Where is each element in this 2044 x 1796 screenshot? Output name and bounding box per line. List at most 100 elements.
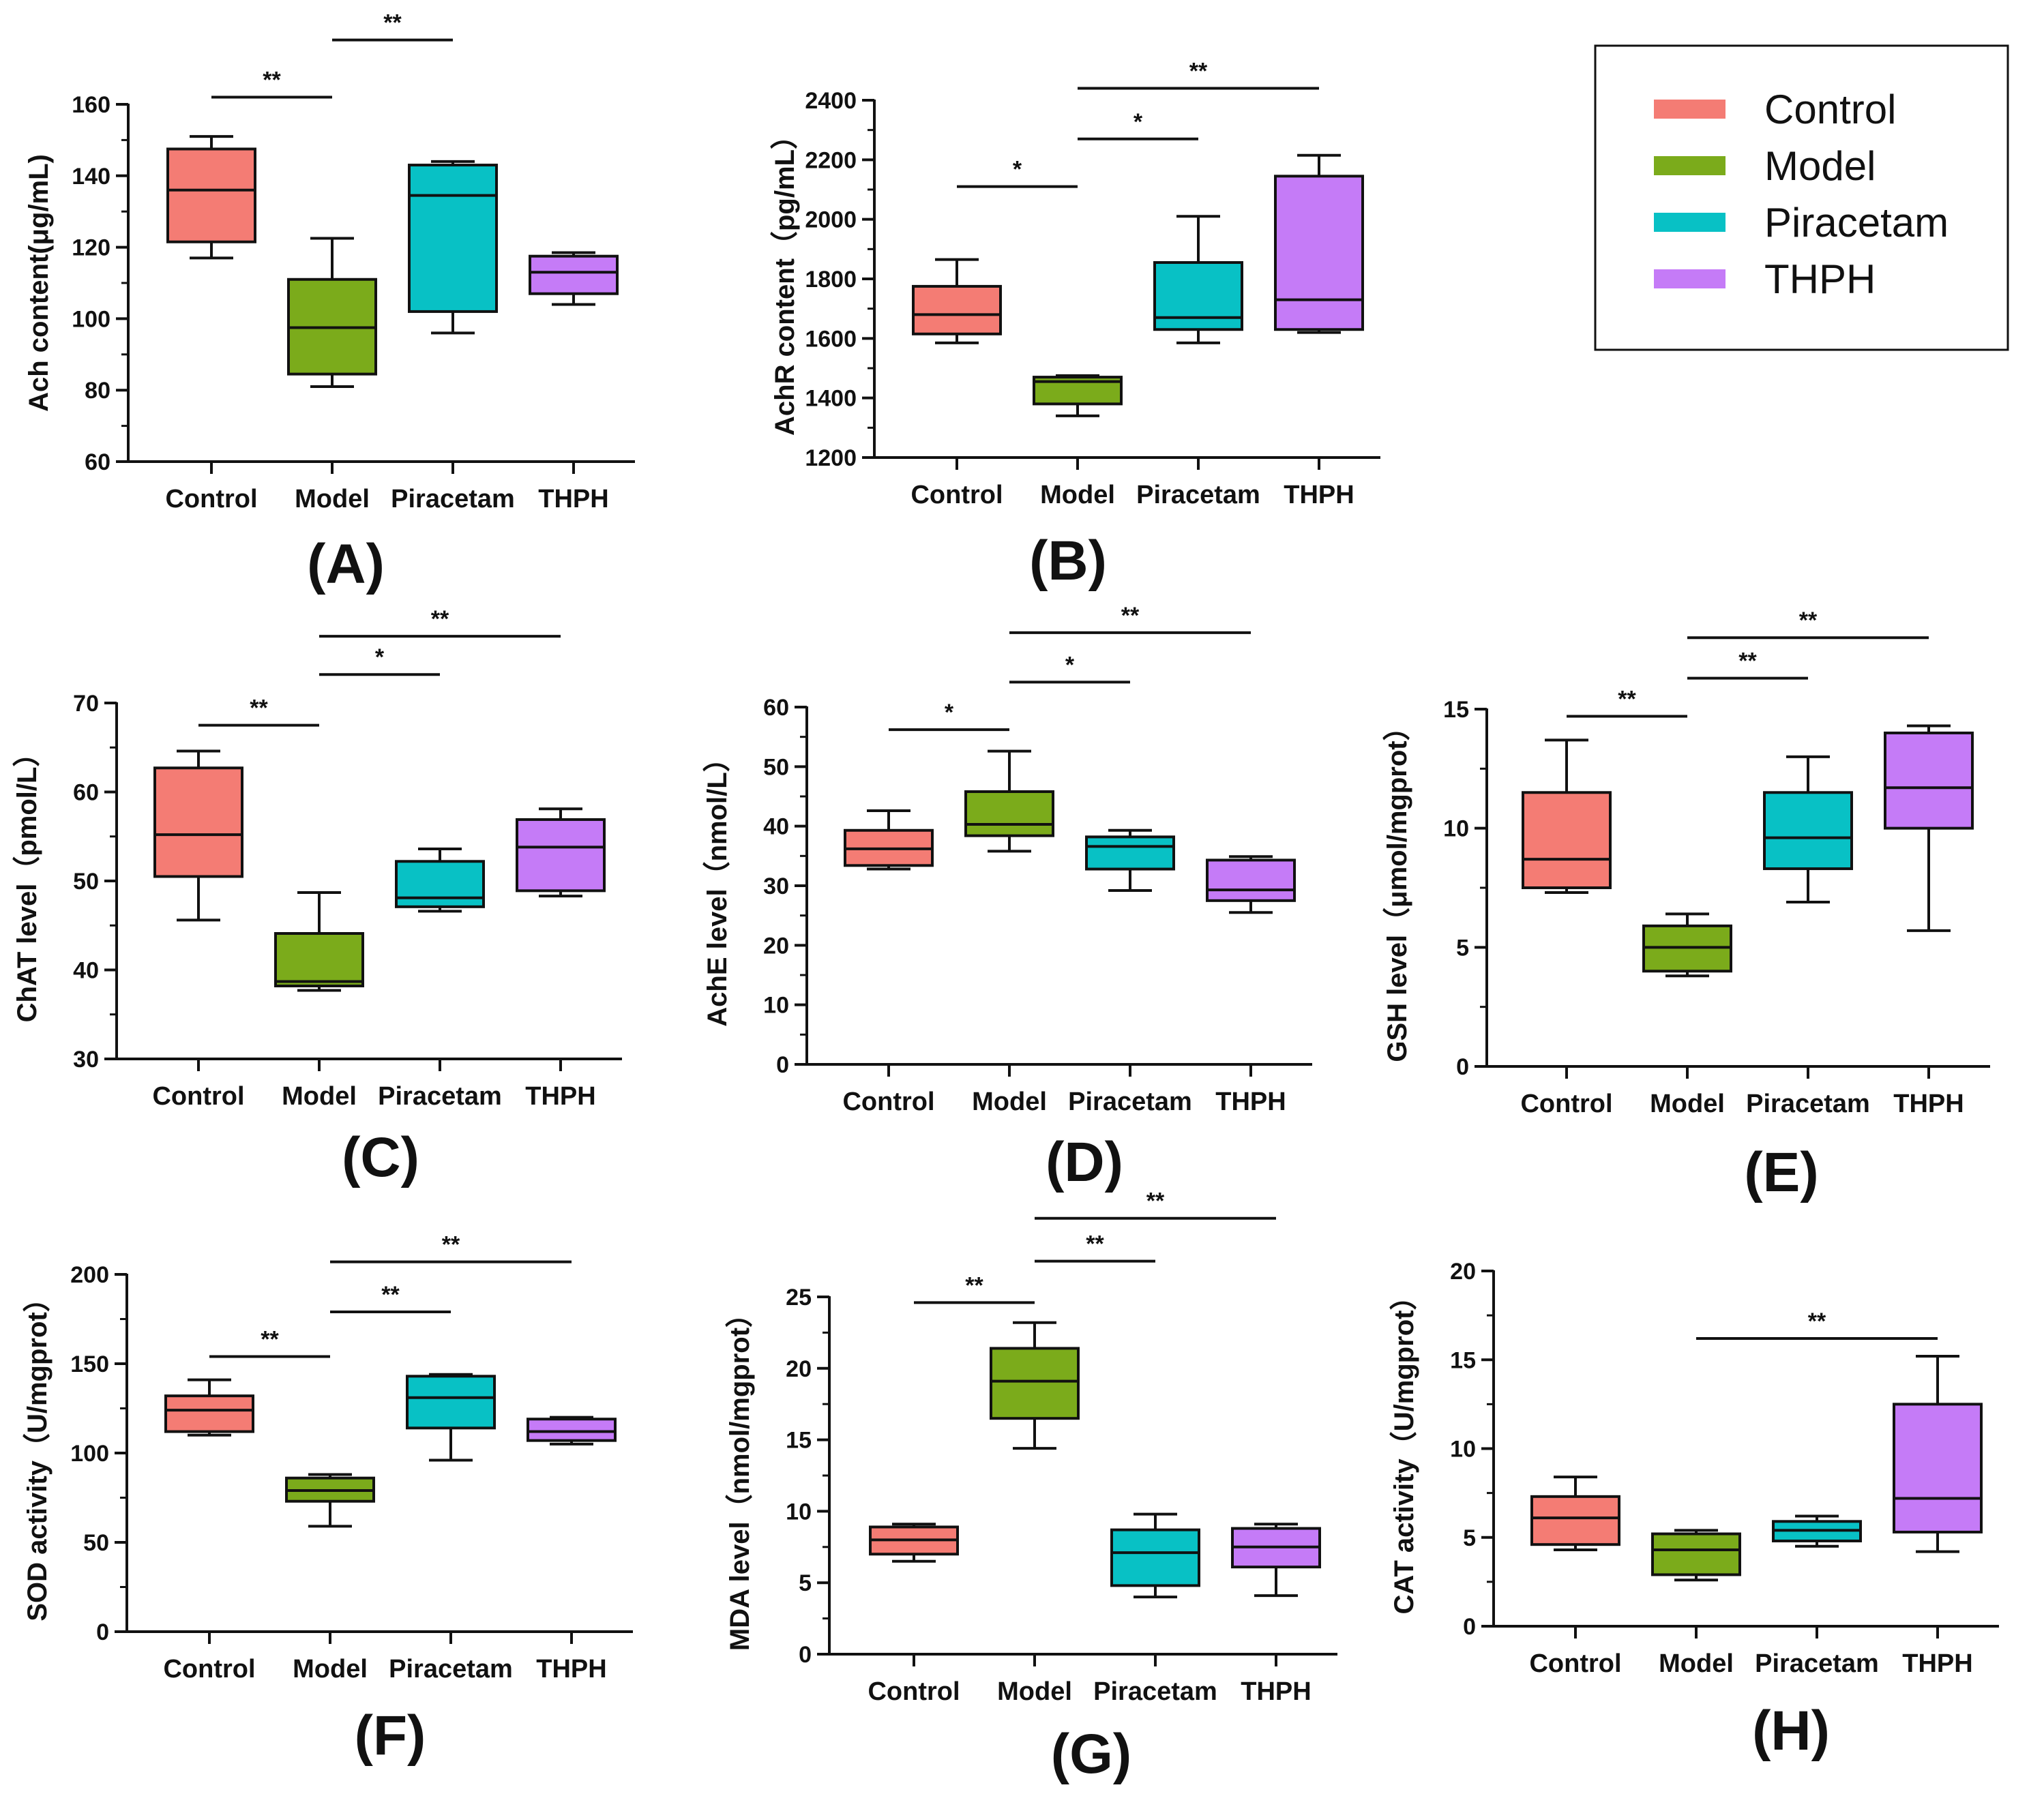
y-tick-label: 160: [72, 92, 110, 118]
y-tick-label: 1200: [805, 445, 857, 471]
panel-label: (E): [1744, 1141, 1818, 1203]
box-iqr: [406, 1375, 496, 1430]
box-control: [164, 1378, 254, 1437]
x-tick-label: Piracetam: [1746, 1090, 1870, 1118]
panel-e: 0 5 10 15 GSH level（μmol/mgprot） Control Model…: [1382, 608, 1990, 1203]
panel-c: 30 40 50 60 70 ChAT level（pmol/L） Control Model…: [12, 606, 622, 1188]
box-iqr: [166, 147, 256, 243]
y-tick-label: 10: [1443, 816, 1469, 842]
y-tick-label: 200: [70, 1262, 109, 1288]
y-tick-label: 20: [786, 1356, 812, 1382]
y-axis-label: AchE level（nmol/L）: [702, 745, 732, 1026]
x-tick-label: THPH: [1902, 1649, 1972, 1678]
x-tick-label: Model: [1650, 1090, 1725, 1118]
x-tick-label: Piracetam: [389, 1655, 513, 1683]
box-model: [1642, 912, 1732, 978]
y-axis-label: AchR content（pg/mL）: [770, 122, 800, 436]
box-iqr: [964, 790, 1054, 837]
panel-f: 0 50 100 150 200 SOD activity（U/mgprot） Contro…: [23, 1232, 633, 1767]
box-iqr: [153, 766, 243, 878]
y-tick-label: 2400: [805, 88, 857, 114]
legend: Control Model Piracetam THPH: [1594, 44, 2009, 351]
y-tick-label: 15: [1450, 1347, 1476, 1373]
x-tick-label: Piracetam: [378, 1082, 502, 1111]
y-tick-label: 140: [72, 164, 110, 190]
y-tick-label: 50: [83, 1530, 109, 1556]
y-axis-label: GSH level（μmol/mgprot）: [1382, 713, 1412, 1062]
significance-marker: *: [945, 700, 954, 725]
x-tick-label: THPH: [1215, 1088, 1286, 1116]
significance-marker: **: [1799, 608, 1818, 633]
significance-marker: *: [1013, 157, 1022, 183]
box-thph: [1884, 724, 1974, 932]
y-tick-label: 100: [70, 1441, 109, 1467]
x-tick-label: Model: [997, 1677, 1072, 1706]
box-thph: [516, 807, 606, 898]
box-iqr: [529, 254, 619, 295]
box-iqr: [1085, 835, 1175, 871]
x-tick-label: Model: [1040, 481, 1115, 509]
box-iqr: [408, 164, 498, 313]
significance-marker: **: [1121, 603, 1140, 629]
box-control: [153, 749, 243, 922]
box-piracetam: [395, 848, 485, 913]
panel-label: (B): [1029, 530, 1107, 592]
significance-marker: **: [1738, 648, 1757, 674]
y-tick-label: 5: [1463, 1525, 1476, 1551]
box-model: [964, 749, 1054, 853]
y-tick-label: 20: [763, 933, 789, 959]
x-tick-label: Piracetam: [1068, 1088, 1192, 1116]
box-control: [1522, 738, 1612, 894]
significance-marker: **: [261, 1327, 279, 1353]
x-tick-label: Control: [1529, 1649, 1621, 1678]
box-control: [1530, 1476, 1620, 1551]
x-tick-label: THPH: [538, 485, 608, 513]
box-model: [1033, 374, 1123, 417]
panel-h: 0 5 10 15 20 CAT activity（U/mgprot） Control Mod…: [1389, 1259, 1999, 1762]
box-piracetam: [408, 160, 498, 335]
x-tick-label: Model: [293, 1655, 368, 1683]
x-tick-label: Piracetam: [1755, 1649, 1879, 1678]
legend-swatch: [1654, 100, 1725, 119]
x-tick-label: Control: [165, 485, 257, 513]
box-model: [1651, 1529, 1741, 1582]
box-control: [869, 1523, 959, 1563]
legend-item-control: Control: [1654, 87, 1896, 132]
y-axis-label: Ach content(μg/mL): [24, 154, 54, 412]
y-tick-label: 150: [70, 1351, 109, 1377]
significance-marker: **: [1189, 59, 1208, 85]
significance-marker: **: [250, 695, 268, 721]
y-tick-label: 0: [1456, 1054, 1469, 1080]
legend-label: THPH: [1764, 256, 1876, 302]
box-piracetam: [1085, 828, 1175, 892]
legend-swatch: [1654, 269, 1725, 288]
box-iqr: [990, 1347, 1080, 1420]
box-iqr: [912, 284, 1002, 335]
y-axis-label: MDA level（nmol/mgprot）: [725, 1300, 755, 1651]
significance-marker: **: [1618, 686, 1636, 712]
box-iqr: [527, 1418, 617, 1442]
significance-marker: *: [1134, 109, 1143, 135]
x-tick-label: Control: [842, 1088, 934, 1116]
y-tick-label: 100: [72, 306, 110, 332]
box-iqr: [1522, 791, 1612, 890]
box-piracetam: [1763, 755, 1853, 903]
y-tick-label: 2000: [805, 207, 857, 233]
box-piracetam: [1772, 1514, 1862, 1548]
box-piracetam: [1110, 1512, 1200, 1599]
y-tick-label: 1800: [805, 267, 857, 293]
box-model: [990, 1321, 1080, 1450]
significance-marker: *: [375, 644, 385, 670]
box-thph: [527, 1416, 617, 1446]
y-axis-label: ChAT level（pmol/L）: [12, 740, 42, 1023]
x-tick-label: Control: [152, 1082, 244, 1111]
y-tick-label: 0: [1463, 1614, 1476, 1640]
panel-g: 0 5 10 15 20 25 MDA level（nmol/mgprot） Control M…: [725, 1188, 1337, 1785]
x-tick-label: Piracetam: [1093, 1677, 1217, 1706]
y-tick-label: 1600: [805, 326, 857, 352]
box-iqr: [516, 818, 606, 893]
y-axis-label: SOD activity（U/mgprot）: [23, 1285, 53, 1621]
legend-label: Piracetam: [1764, 200, 1949, 245]
significance-marker: **: [381, 1282, 400, 1308]
